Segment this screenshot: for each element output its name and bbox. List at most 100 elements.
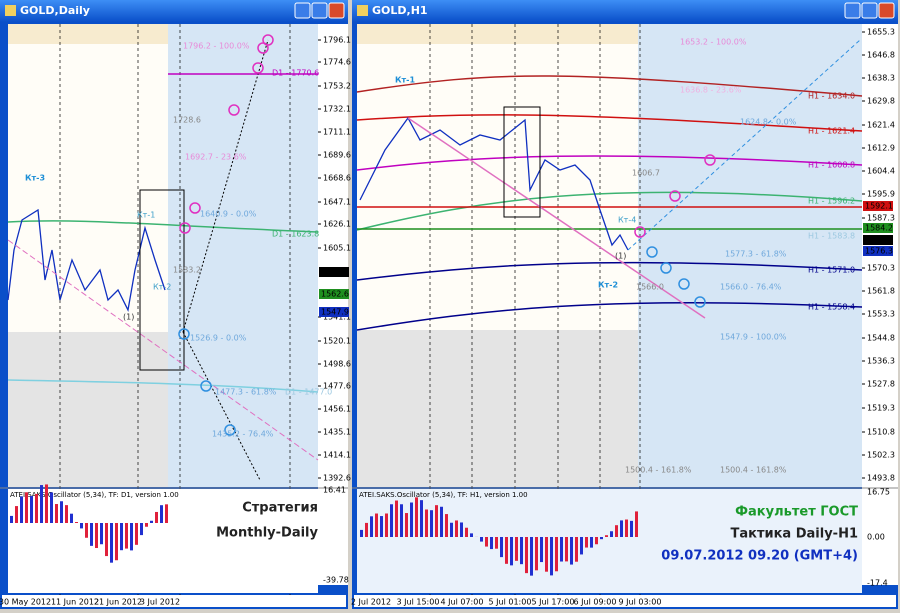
- level-label: D1 - 1477.0: [285, 388, 332, 397]
- level-label: Кт-1: [137, 211, 155, 220]
- osc-tick-label: 16.75: [867, 488, 890, 497]
- osc-bar: [605, 535, 608, 537]
- level-label: 1583.2: [173, 266, 201, 275]
- price-tick-label: 1612.9: [867, 144, 895, 153]
- price-tick-label: 1655.3: [867, 28, 895, 37]
- window-icon: [357, 5, 368, 16]
- osc-bar: [575, 537, 578, 562]
- price-tick-label: 1689.6: [323, 151, 351, 160]
- osc-bar: [40, 485, 43, 523]
- minimize-button[interactable]: [845, 3, 860, 18]
- level-label: Кт-4: [618, 216, 636, 225]
- osc-bar: [590, 537, 593, 548]
- osc-bar: [525, 537, 528, 573]
- osc-bar: [415, 497, 418, 537]
- price-axis: [862, 24, 898, 585]
- level-label: 1796.2 - 100.0%: [183, 42, 250, 51]
- price-tick-label: 1519.3: [867, 404, 895, 413]
- price-tick-label: 1493.8: [867, 474, 895, 483]
- osc-bar: [510, 537, 513, 565]
- osc-bar: [70, 514, 73, 523]
- level-label: D1 - 1623.8: [272, 230, 319, 239]
- level-label: 1500.4 - 161.8%: [720, 466, 787, 475]
- date-label: 4 Jul 07:00: [441, 598, 484, 607]
- close-button[interactable]: [329, 3, 344, 18]
- osc-bar: [400, 504, 403, 537]
- osc-bar: [500, 537, 503, 557]
- price-marker-label: 1592.1: [865, 202, 893, 211]
- price-marker-label: 1580.5: [321, 268, 349, 277]
- osc-bar: [150, 521, 153, 523]
- window-title: GOLD,Daily: [20, 4, 90, 17]
- osc-bar: [25, 492, 28, 523]
- osc-bar: [560, 537, 563, 562]
- osc-bar: [160, 505, 163, 523]
- osc-bar: [625, 520, 628, 537]
- osc-bar: [550, 537, 553, 575]
- price-tick-label: 1414.1: [323, 451, 351, 460]
- osc-bar: [375, 514, 378, 537]
- level-label: (1): [615, 252, 626, 261]
- osc-tick-label: -39.78: [323, 576, 349, 585]
- osc-bar: [595, 537, 598, 544]
- osc-bar: [125, 523, 128, 549]
- osc-bar: [620, 520, 623, 537]
- window-icon: [5, 5, 16, 16]
- price-tick-label: 1595.9: [867, 190, 895, 199]
- osc-bar: [470, 533, 473, 537]
- price-tick-label: 1732.1: [323, 105, 351, 114]
- level-label: H1 - 1634.0: [808, 92, 855, 101]
- osc-bar: [165, 504, 168, 523]
- price-tick-label: 1646.8: [867, 51, 895, 60]
- price-tick-label: 1520.1: [323, 337, 351, 346]
- osc-bar: [360, 530, 363, 537]
- price-tick-label: 1626.1: [323, 220, 351, 229]
- osc-bar: [45, 484, 48, 523]
- osc-bar: [585, 537, 588, 548]
- price-tick-label: 1629.8: [867, 97, 895, 106]
- osc-bar: [395, 501, 398, 537]
- level-label: 1435.2 - 76.4%: [212, 430, 274, 439]
- osc-bar: [90, 523, 93, 546]
- osc-bar: [515, 537, 518, 561]
- caption: Стратегия: [242, 501, 318, 516]
- osc-bar: [610, 531, 613, 537]
- osc-bar: [120, 523, 123, 550]
- level-label: H1 - 1596.2: [808, 197, 855, 206]
- osc-bar: [405, 513, 408, 537]
- osc-bar: [100, 523, 103, 544]
- level-label: 1500.4 - 161.8%: [625, 466, 692, 475]
- price-tick-label: 1553.3: [867, 310, 895, 319]
- level-label: 1624.8 - 0.0%: [740, 118, 797, 127]
- osc-bar: [540, 537, 543, 562]
- osc-bar: [520, 537, 523, 564]
- caption: Monthly-Daily: [216, 526, 318, 541]
- level-label: 1566.0 - 76.4%: [720, 283, 782, 292]
- price-tick-label: 1536.3: [867, 357, 895, 366]
- date-label: 30 May 2012: [0, 598, 51, 607]
- date-label: 11 Jun 2012: [51, 598, 99, 607]
- price-tick-label: 1621.4: [867, 121, 895, 130]
- level-label: 1477.3 - 61.8%: [215, 388, 277, 397]
- osc-bar: [365, 523, 368, 537]
- osc-bar: [545, 537, 548, 572]
- osc-bar: [480, 537, 483, 542]
- level-label: (1): [123, 313, 134, 322]
- osc-bar: [570, 537, 573, 565]
- price-tick-label: 1647.1: [323, 198, 351, 207]
- maximize-button[interactable]: [862, 3, 877, 18]
- level-label: 1653.2 - 100.0%: [680, 38, 747, 47]
- close-button[interactable]: [879, 3, 894, 18]
- level-label: 1526.9 - 0.0%: [190, 334, 247, 343]
- price-marker-label: 1562.6: [321, 290, 349, 299]
- maximize-button[interactable]: [312, 3, 327, 18]
- osc-bar: [385, 513, 388, 537]
- osc-bar: [95, 523, 98, 548]
- osc-bar: [425, 509, 428, 537]
- caption: Тактика Daily-H1: [731, 527, 859, 542]
- date-label: 21 Jun 2012: [94, 598, 142, 607]
- minimize-button[interactable]: [295, 3, 310, 18]
- level-label: H1 - 1558.4: [808, 303, 855, 312]
- level-label: 1577.3 - 61.8%: [725, 250, 787, 259]
- level-label: Кт-2: [153, 283, 171, 292]
